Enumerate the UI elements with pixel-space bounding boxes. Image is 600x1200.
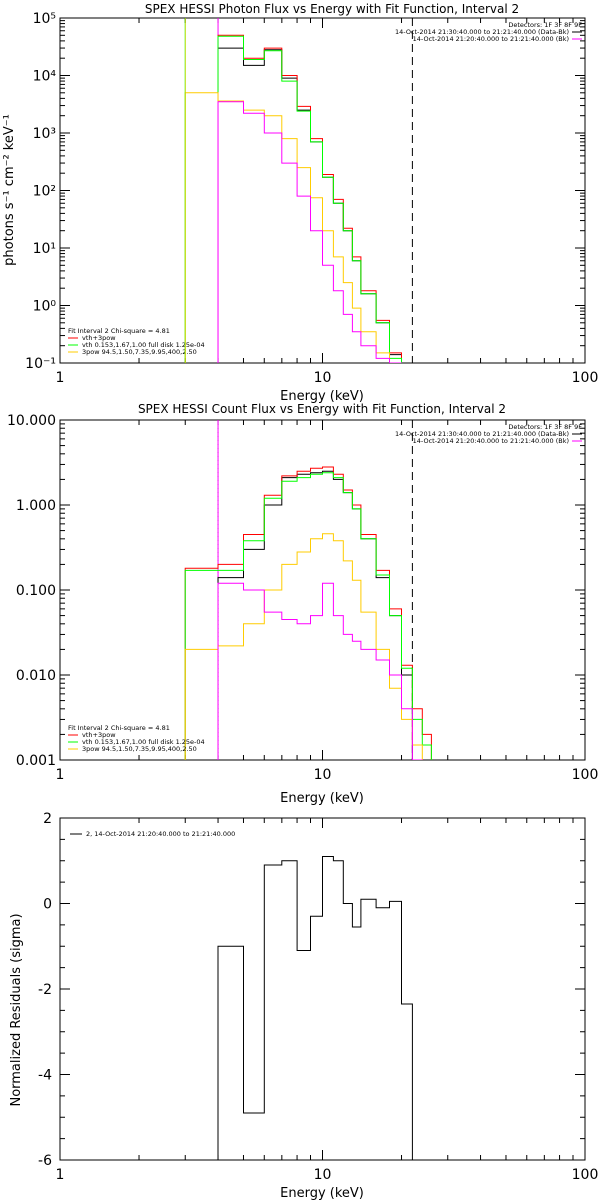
count-flux-y-tick-label: 0.010 <box>16 668 56 684</box>
count-flux-series-3pow <box>184 533 423 760</box>
photon-flux-legend-entry: 3pow 94.5,1.50,7.35,9.95,400,2.50 <box>82 348 197 356</box>
residuals-panel: Energy (keV) Normalized Residuals (sigma… <box>9 811 598 1200</box>
count-flux-legend-entry: 14-Oct-2014 21:20:40.000 to 21:21:40.000… <box>413 437 569 445</box>
photon-flux-y-tick-label: 10⁴ <box>33 69 57 85</box>
residuals-y-axis-label: Normalized Residuals (sigma) <box>9 913 24 1106</box>
residuals-x-tick-label: 1 <box>56 1167 65 1183</box>
residuals-x-axis-label: Energy (keV) <box>280 1186 364 1200</box>
photon-flux-legend-detectors: Detectors: 1F 3F 8F 9F <box>508 21 582 29</box>
residuals-x-tick-label: 100 <box>572 1167 599 1183</box>
photon-flux-x-axis-label: Energy (keV) <box>280 389 364 404</box>
count-flux-legend-entry: 14-Oct-2014 21:30:40.000 to 21:21:40.000… <box>395 430 569 438</box>
count-flux-series-data-bk <box>217 470 413 760</box>
residuals-plot-area <box>217 856 413 1160</box>
residuals-y-tick-label: -6 <box>38 1153 52 1169</box>
photon-flux-panel: SPEX HESSI Photon Flux vs Energy with Fi… <box>2 2 599 404</box>
count-flux-panel: SPEX HESSI Count Flux vs Energy with Fit… <box>7 402 599 806</box>
photon-flux-y-axis-label: photons s⁻¹ cm⁻² keV⁻¹ <box>2 114 17 266</box>
count-flux-title: SPEX HESSI Count Flux vs Energy with Fit… <box>138 402 506 416</box>
count-flux-x-axis-label: Energy (keV) <box>280 791 364 806</box>
count-flux-x-tick-label: 1 <box>56 767 65 783</box>
count-flux-y-tick-label: 10.000 <box>7 413 56 429</box>
count-flux-series-vth <box>184 472 432 760</box>
photon-flux-legend-entry: 14-Oct-2014 21:20:40.000 to 21:21:40.000… <box>413 35 569 43</box>
photon-flux-title: SPEX HESSI Photon Flux vs Energy with Fi… <box>145 2 519 16</box>
photon-flux-y-tick-label: 10³ <box>33 126 56 142</box>
count-flux-y-tick-label: 0.100 <box>16 583 56 599</box>
count-flux-legend-entry: 3pow 94.5,1.50,7.35,9.95,400,2.50 <box>82 745 197 753</box>
photon-flux-y-tick-label: 10⁵ <box>33 11 56 27</box>
count-flux-series-vth-3pow <box>184 466 432 760</box>
photon-flux-x-tick-label: 1 <box>56 370 65 386</box>
residuals-legend-entry: 2, 14-Oct-2014 21:20:40.000 to 21:21:40.… <box>86 830 235 838</box>
photon-flux-plot-area <box>184 18 413 363</box>
photon-flux-legend-fit-header: Fit Interval 2 Chi-square = 4.81 <box>68 327 170 335</box>
count-flux-series-bk <box>217 582 423 760</box>
count-flux-legend-detectors: Detectors: 1F 3F 8F 9F <box>508 423 582 431</box>
photon-flux-y-tick-label: 10⁰ <box>33 299 57 315</box>
photon-flux-y-tick-label: 10² <box>33 184 56 200</box>
count-flux-legend-fit-header: Fit Interval 2 Chi-square = 4.81 <box>68 724 170 732</box>
photon-flux-series-vth <box>217 35 402 363</box>
residuals-y-tick-label: -4 <box>38 1068 52 1084</box>
count-flux-legend-entry: vth 0.153,1.67,1.00 full disk 1.25e-04 <box>82 738 205 746</box>
photon-flux-legend-entry: 14-Oct-2014 21:30:40.000 to 21:21:40.000… <box>395 28 569 36</box>
residuals-y-tick-label: 0 <box>43 897 52 913</box>
photon-flux-y-tick-label: 10¹ <box>33 241 56 257</box>
residuals-y-tick-label: 2 <box>43 811 52 827</box>
photon-flux-series-data-bk <box>217 47 402 363</box>
photon-flux-series-bk <box>217 101 402 363</box>
photon-flux-legend-entry: vth 0.153,1.67,1.00 full disk 1.25e-04 <box>82 341 205 349</box>
count-flux-y-tick-label: 0.001 <box>16 753 56 769</box>
photon-flux-series-vth-3pow <box>217 34 402 363</box>
photon-flux-axes-frame <box>59 17 586 364</box>
photon-flux-x-tick-label: 100 <box>572 370 599 386</box>
count-flux-legend-entry: vth+3pow <box>82 731 116 739</box>
residuals-y-tick-label: -2 <box>38 982 52 998</box>
photon-flux-x-tick-label: 10 <box>314 370 332 386</box>
count-flux-x-tick-label: 100 <box>572 767 599 783</box>
residuals-series-residuals <box>217 856 413 1160</box>
photon-flux-y-tick-label: 10⁻¹ <box>25 356 56 372</box>
residuals-x-tick-label: 10 <box>314 1167 332 1183</box>
count-flux-plot-area <box>184 420 432 760</box>
count-flux-y-tick-label: 1.000 <box>16 498 56 514</box>
photon-flux-legend-entry: vth+3pow <box>82 334 116 342</box>
count-flux-x-tick-label: 10 <box>314 767 332 783</box>
